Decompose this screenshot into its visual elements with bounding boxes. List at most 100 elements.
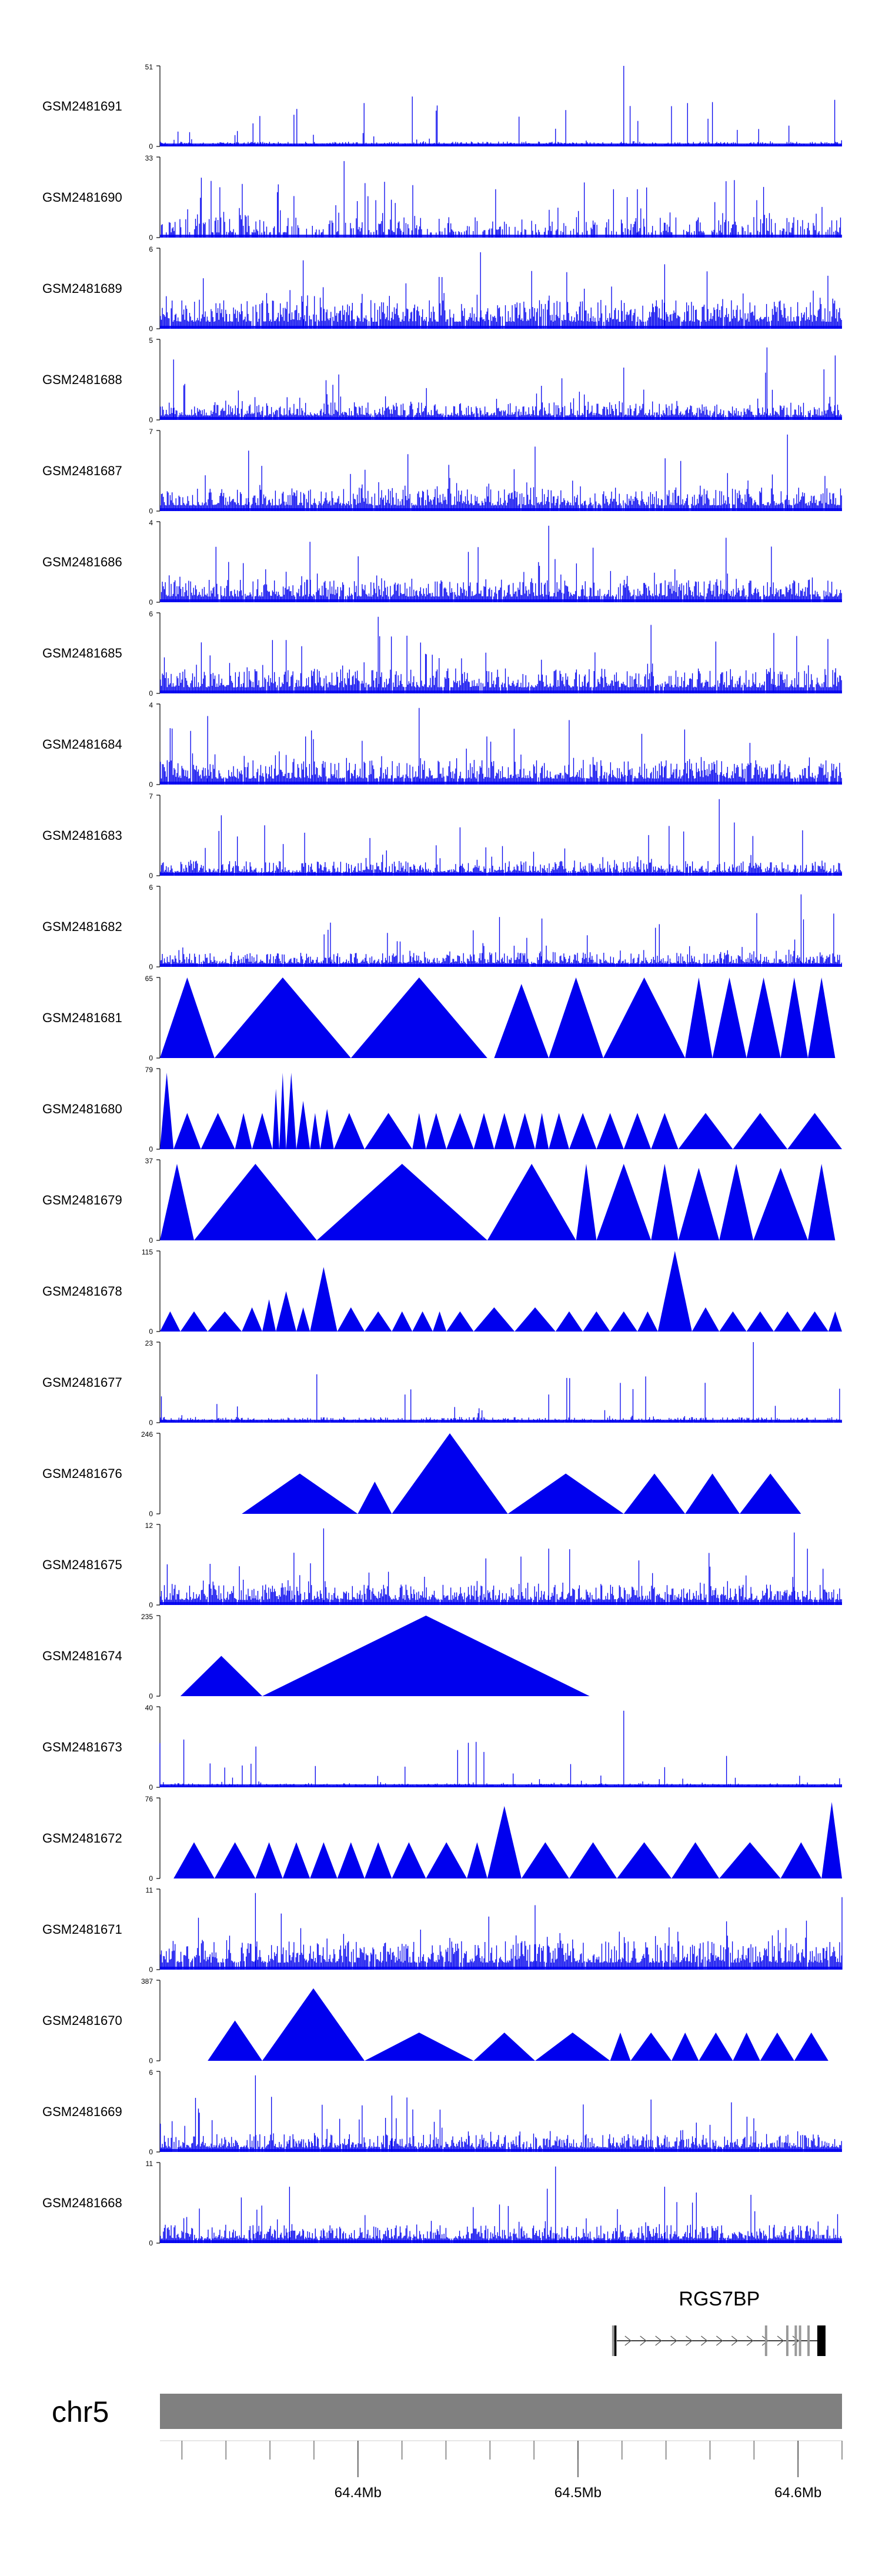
- signal-peak: [316, 1163, 487, 1240]
- track-ymax-label: 11: [146, 1886, 153, 1894]
- axis-tick-label: 64.6Mb: [774, 2485, 821, 2501]
- track-GSM2481670: GSM2481670 387 0: [42, 1977, 828, 2065]
- track-GSM2481678: GSM2481678 115 0: [42, 1248, 842, 1336]
- signal-peak: [699, 2033, 733, 2061]
- gene-exon: [764, 2325, 767, 2356]
- signal-coverage: [160, 347, 842, 420]
- signal-peak: [657, 1251, 692, 1332]
- signal-peak: [365, 1842, 392, 1878]
- track-yzero-label: 0: [149, 2239, 153, 2247]
- track-label: GSM2481686: [42, 555, 122, 569]
- track-yzero-label: 0: [149, 416, 153, 424]
- signal-peak: [473, 2033, 535, 2061]
- track-GSM2481684: GSM2481684 4 0: [42, 701, 842, 789]
- track-label: GSM2481678: [42, 1284, 122, 1299]
- signal-peak: [433, 1311, 447, 1332]
- track-yzero-label: 0: [149, 1145, 153, 1153]
- signal-peak: [337, 1842, 365, 1878]
- signal-coverage: [159, 1710, 842, 1787]
- signal-peak: [555, 1311, 583, 1332]
- signal-peak: [160, 977, 215, 1058]
- signal-coverage: [161, 161, 841, 238]
- signal-peak: [160, 1311, 181, 1332]
- chromosome-track: chr5: [52, 2394, 842, 2429]
- track-yzero-label: 0: [149, 1419, 153, 1427]
- signal-peak: [279, 1072, 286, 1149]
- signal-peak: [365, 2033, 474, 2061]
- track-GSM2481680: GSM2481680 79 0: [42, 1066, 842, 1153]
- signal-peak: [214, 977, 351, 1058]
- signal-peak: [678, 1167, 720, 1240]
- track-GSM2481676: GSM2481676 246 0: [42, 1430, 801, 1518]
- signal-peak: [208, 2020, 262, 2061]
- signal-peak: [671, 2033, 699, 2061]
- track-yzero-label: 0: [149, 1236, 153, 1244]
- strand-arrow-icon: [655, 2335, 662, 2346]
- track-yzero-label: 0: [149, 780, 153, 789]
- signal-peak: [596, 1163, 652, 1240]
- track-ymax-label: 387: [141, 1977, 153, 1986]
- track-label: GSM2481687: [42, 463, 122, 478]
- track-label: GSM2481679: [42, 1193, 122, 1207]
- signal-peak: [446, 1113, 474, 1149]
- track-label: GSM2481670: [42, 2013, 122, 2028]
- gene-exon: [794, 2325, 797, 2356]
- track-GSM2481677: GSM2481677 23 0: [42, 1339, 842, 1427]
- signal-peak: [610, 2033, 631, 2061]
- signal-baseline: [160, 2240, 842, 2243]
- track-ymax-label: 51: [145, 63, 153, 71]
- signal-peak: [173, 1113, 201, 1149]
- signal-peak: [282, 1842, 310, 1878]
- track-GSM2481669: GSM2481669 6 0: [42, 2068, 842, 2156]
- signal-coverage: [160, 708, 842, 785]
- track-yzero-label: 0: [149, 1054, 153, 1062]
- signal-peak: [494, 983, 549, 1058]
- track-ymax-label: 246: [141, 1430, 153, 1439]
- strand-arrow-icon: [640, 2335, 647, 2346]
- track-label: GSM2481675: [42, 1557, 122, 1572]
- strand-arrow-icon: [624, 2335, 632, 2346]
- signal-peak: [685, 977, 713, 1058]
- axis-tick-label: 64.5Mb: [554, 2485, 602, 2501]
- track-yzero-label: 0: [149, 233, 153, 242]
- signal-peak: [746, 977, 781, 1058]
- gene-exon: [614, 2325, 616, 2356]
- signal-baseline: [160, 144, 842, 146]
- track-ymax-label: 23: [145, 1339, 153, 1347]
- track-yzero-label: 0: [149, 2057, 153, 2065]
- track-label: GSM2481680: [42, 1102, 122, 1116]
- track-yzero-label: 0: [149, 325, 153, 333]
- track-ymax-label: 11: [146, 2160, 153, 2168]
- signal-peak: [719, 1163, 754, 1240]
- track-GSM2481690: GSM2481690 33 0: [42, 154, 842, 242]
- chromosome-label: chr5: [52, 2395, 109, 2428]
- signal-peak: [630, 2033, 671, 2061]
- signal-coverage: [160, 252, 842, 329]
- signal-peak: [337, 1307, 365, 1332]
- track-label: GSM2481673: [42, 1740, 122, 1754]
- signal-peak: [272, 1089, 279, 1149]
- strand-arrow-icon: [777, 2335, 784, 2346]
- signal-baseline: [160, 690, 842, 693]
- signal-peak: [214, 1842, 256, 1878]
- gene-exon: [807, 2325, 810, 2356]
- signal-peak: [310, 1267, 338, 1332]
- track-GSM2481683: GSM2481683 7 0: [42, 792, 842, 880]
- signal-coverage: [160, 1342, 842, 1423]
- signal-baseline: [160, 964, 842, 967]
- track-ymax-label: 79: [145, 1066, 153, 1074]
- track-yzero-label: 0: [149, 2148, 153, 2156]
- signal-baseline: [160, 326, 842, 329]
- signal-peak: [712, 977, 747, 1058]
- signal-coverage: [160, 2075, 842, 2152]
- signal-peak: [160, 1072, 174, 1149]
- track-GSM2481679: GSM2481679 37 0: [42, 1157, 836, 1244]
- track-GSM2481689: GSM2481689 6 0: [42, 245, 842, 333]
- strand-arrow-icon: [701, 2335, 708, 2346]
- signal-peak: [603, 977, 686, 1058]
- track-label: GSM2481677: [42, 1375, 122, 1390]
- signal-peak: [733, 2033, 760, 2061]
- signal-peak: [365, 1113, 413, 1149]
- track-yzero-label: 0: [149, 507, 153, 515]
- strand-arrow-icon: [731, 2335, 739, 2346]
